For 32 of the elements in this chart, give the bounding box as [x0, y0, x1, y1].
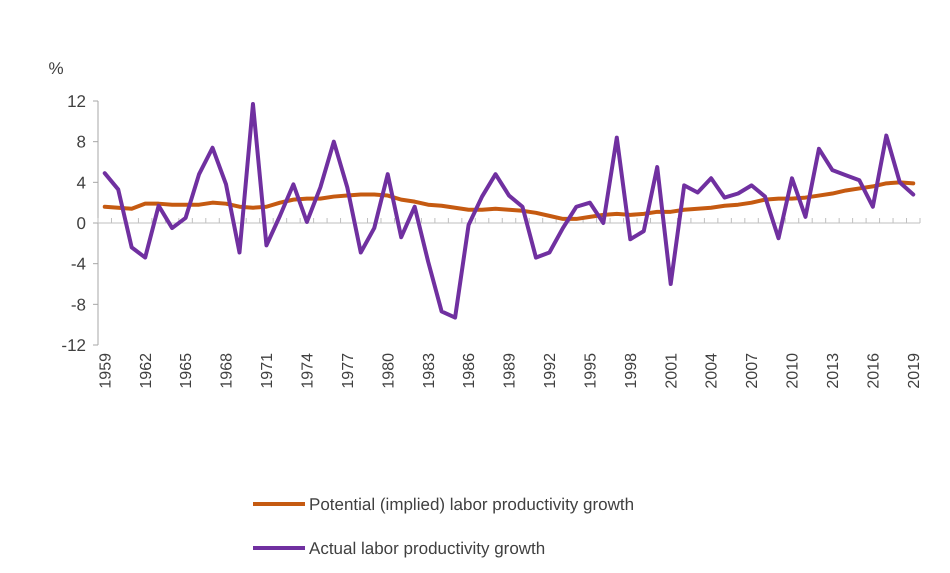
x-tick-label: 1989: [502, 352, 519, 389]
x-tick-label: 1974: [299, 352, 316, 389]
x-tick-label: 1992: [542, 352, 560, 389]
x-tick-label: 1977: [340, 352, 357, 389]
x-tick-label: 2010: [784, 352, 802, 389]
x-tick-label: 1995: [582, 352, 600, 389]
y-tick-label: -12: [61, 336, 86, 355]
y-tick-label: 12: [67, 92, 86, 111]
line-series: [102, 102, 916, 320]
x-tick-label: 2007: [744, 352, 762, 389]
x-tick-label: 2004: [704, 352, 721, 389]
x-tick-label: 2001: [663, 352, 680, 389]
x-tick-label: 1980: [380, 352, 398, 389]
y-axis-title: %: [48, 59, 64, 78]
x-tick-label: 1983: [420, 352, 438, 389]
x-tick-label: 2016: [865, 352, 882, 389]
x-tick-label: 2019: [906, 352, 923, 389]
y-tick-label: -4: [70, 254, 86, 274]
y-tick-label: 0: [76, 214, 86, 233]
x-tick-label: 1971: [259, 352, 276, 389]
y-tick-label: 8: [76, 132, 86, 152]
x-tick-label: 1998: [622, 352, 640, 389]
x-tick-label: 1962: [138, 352, 155, 389]
x-tick-label: 1968: [218, 352, 236, 389]
y-tick-label: 4: [76, 173, 86, 192]
legend-label: Potential (implied) labor productivity growth: [309, 494, 634, 514]
y-tick-label: -8: [70, 295, 86, 314]
legend-label: Actual labor productivity growth: [309, 538, 546, 558]
x-tick-label: 1965: [178, 352, 196, 389]
x-tick-label: 2013: [825, 352, 842, 389]
x-tick-label: 1959: [97, 352, 114, 389]
x-tick-label: 1986: [461, 352, 478, 389]
